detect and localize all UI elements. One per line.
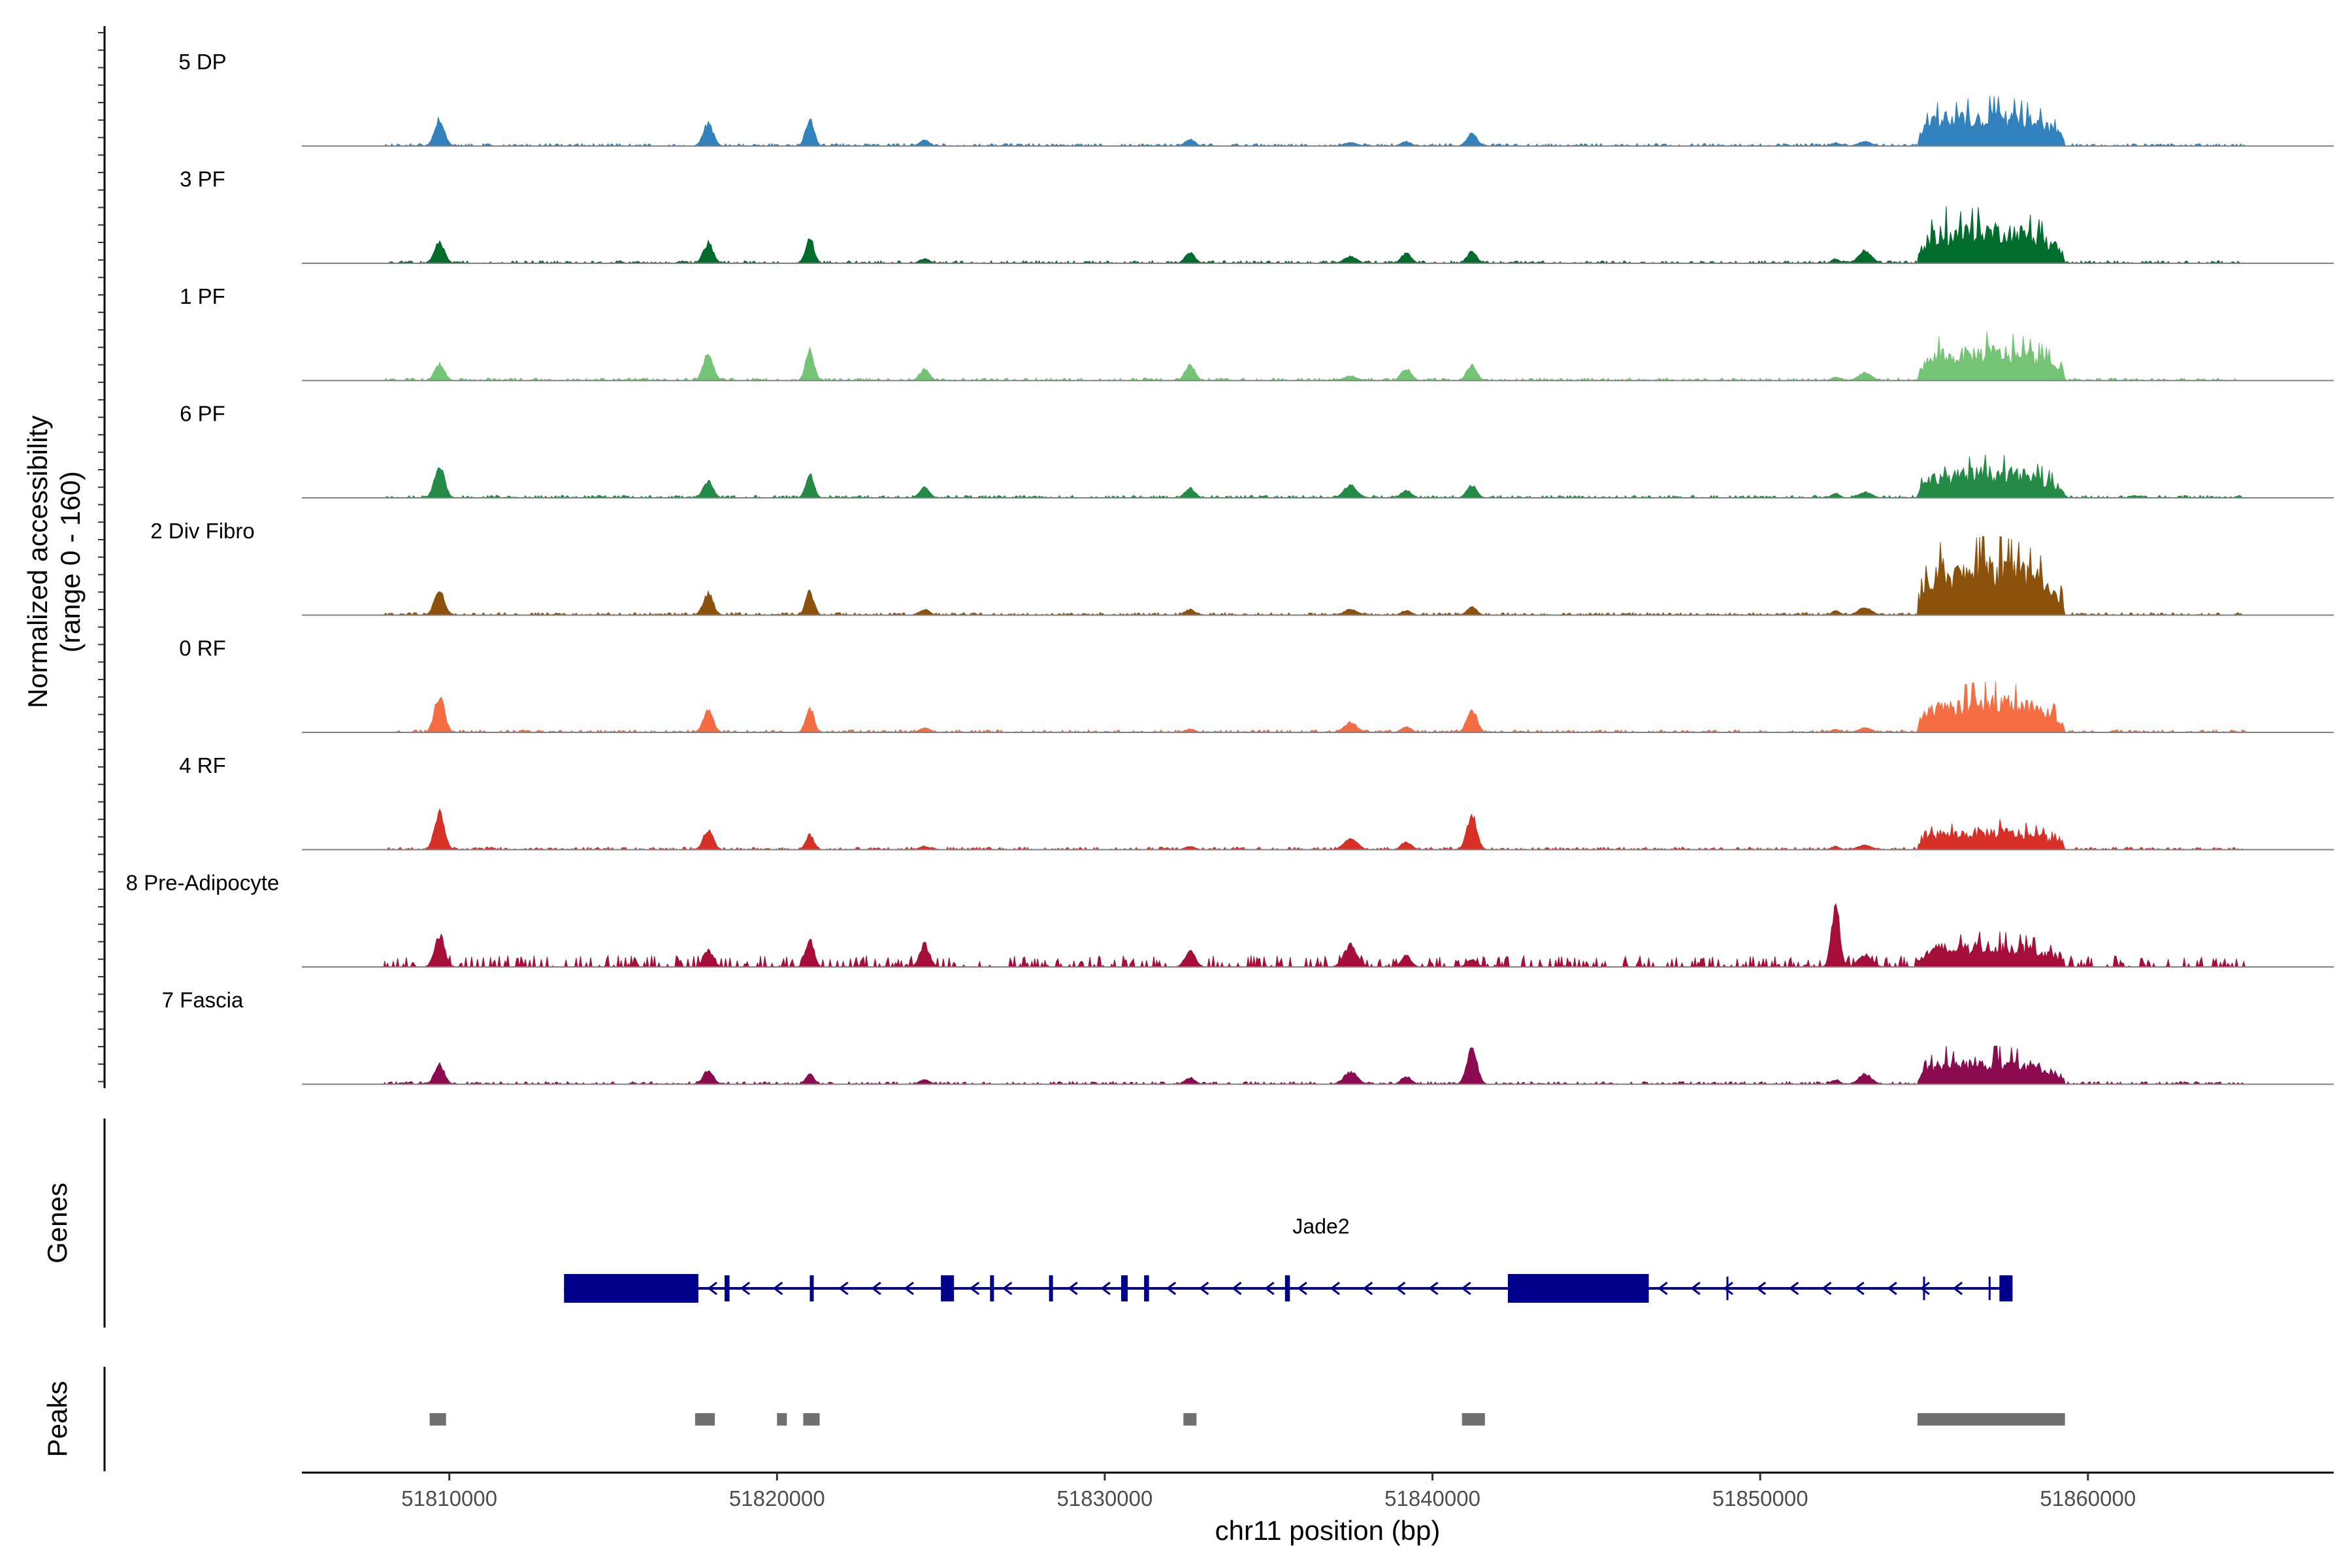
track-4-rf: 4 RF <box>179 753 2334 851</box>
strand-arrow <box>838 1281 849 1296</box>
strand-arrow <box>1002 1281 1013 1296</box>
track-label: 6 PF <box>180 402 225 426</box>
peak-region <box>803 1413 820 1426</box>
coverage-tracks: 5 DP 3 PF 1 PF 6 PF 2 Div Fibro 0 RF 4 RF 8 Pre… <box>126 50 2334 1085</box>
track-label: 5 DP <box>178 50 226 74</box>
x-axis-title: chr11 position (bp) <box>1215 1515 1441 1546</box>
track-0-rf: 0 RF <box>179 636 2334 733</box>
exon <box>941 1275 955 1301</box>
gene-model-jade2 <box>564 1274 2013 1303</box>
strand-arrow <box>1821 1281 1832 1296</box>
x-tick-label: 51830000 <box>1057 1486 1153 1511</box>
track-label: 0 RF <box>179 636 226 661</box>
x-axis-ticks: 51810000 51820000 51830000 51840000 51850000… <box>401 1473 2136 1511</box>
track-2-div-fibro: 2 Div Fibro <box>150 519 2334 616</box>
strand-arrow <box>1198 1281 1209 1296</box>
coverage-area <box>382 681 2246 733</box>
exon <box>990 1275 994 1301</box>
strand-arrow <box>1887 1281 1897 1296</box>
coverage-area <box>384 96 2246 147</box>
strand-arrow <box>1166 1281 1177 1296</box>
peak-region <box>1917 1413 2065 1426</box>
strand-arrow <box>1952 1281 1963 1296</box>
peak-region <box>777 1413 787 1426</box>
coverage-area <box>384 454 2246 498</box>
peak-regions <box>429 1413 2065 1426</box>
track-label: 1 PF <box>180 284 225 308</box>
strand-arrow <box>1428 1281 1439 1296</box>
track-label: 3 PF <box>180 167 225 191</box>
track-label: 2 Div Fibro <box>150 519 255 543</box>
track-5-dp: 5 DP <box>178 50 2334 147</box>
strand-arrow <box>1362 1281 1373 1296</box>
track-8-pre-adipocyte: 8 Pre-Adipocyte <box>126 871 2334 968</box>
exon <box>564 1274 698 1303</box>
strand-arrow <box>1919 1281 1930 1296</box>
coverage-area <box>383 1045 2246 1085</box>
exon <box>1507 1274 1649 1303</box>
strand-arrow <box>1068 1281 1078 1296</box>
x-tick-label: 51850000 <box>1712 1486 1808 1511</box>
x-tick-label: 51820000 <box>729 1486 825 1511</box>
x-tick-label: 51840000 <box>1384 1486 1480 1511</box>
strand-arrow <box>904 1281 914 1296</box>
peak-region <box>694 1413 715 1426</box>
strand-arrow <box>707 1281 717 1296</box>
track-label: 4 RF <box>179 753 226 777</box>
strand-arrow <box>1100 1281 1111 1296</box>
x-tick-label: 51810000 <box>401 1486 497 1511</box>
exon <box>1144 1275 1149 1301</box>
exon <box>809 1275 814 1301</box>
y-axis-title: Normalized accessibility <box>22 416 53 708</box>
track-3-pf: 3 PF <box>180 167 2334 265</box>
strand-arrow <box>871 1281 881 1296</box>
strand-arrow <box>1788 1281 1799 1296</box>
strand-arrow <box>1297 1281 1307 1296</box>
strand-arrow <box>1756 1281 1767 1296</box>
coverage-area <box>383 536 2246 616</box>
peak-region <box>429 1413 446 1426</box>
peak-region <box>1462 1413 1485 1426</box>
strand-arrow <box>1461 1281 1471 1296</box>
track-7-fascia: 7 Fascia <box>162 988 2334 1085</box>
strand-arrow <box>1854 1281 1865 1296</box>
strand-arrow <box>1723 1281 1733 1296</box>
strand-arrow <box>1690 1281 1701 1296</box>
strand-arrow <box>1658 1281 1668 1296</box>
exon <box>1284 1275 1290 1301</box>
y-axis-range: (range 0 - 160) <box>55 471 86 653</box>
strand-arrow <box>740 1281 751 1296</box>
track-6-pf: 6 PF <box>180 402 2334 498</box>
track-label: 7 Fascia <box>162 988 244 1012</box>
coverage-area <box>382 808 2246 851</box>
peaks-track-label: Peaks <box>42 1381 73 1458</box>
strand-arrow <box>1330 1281 1340 1296</box>
exon <box>1121 1275 1128 1301</box>
coverage-area <box>384 206 2246 265</box>
genes-track-label: Genes <box>42 1183 73 1264</box>
exon <box>725 1275 730 1301</box>
exon <box>1049 1275 1053 1301</box>
coverage-area <box>383 903 2246 968</box>
y-axis <box>98 26 106 1088</box>
strand-arrow <box>1395 1281 1406 1296</box>
strand-arrow <box>1264 1281 1275 1296</box>
peak-region <box>1183 1413 1197 1426</box>
strand-arrow <box>969 1281 980 1296</box>
gene-name-label: Jade2 <box>1292 1215 1349 1238</box>
track-1-pf: 1 PF <box>180 284 2334 382</box>
strand-arrow <box>772 1281 783 1296</box>
strand-arrow <box>1232 1281 1242 1296</box>
coverage-area <box>384 331 2246 382</box>
track-label: 8 Pre-Adipocyte <box>126 871 280 895</box>
x-tick-label: 51860000 <box>2040 1486 2136 1511</box>
exon <box>1999 1275 2013 1301</box>
